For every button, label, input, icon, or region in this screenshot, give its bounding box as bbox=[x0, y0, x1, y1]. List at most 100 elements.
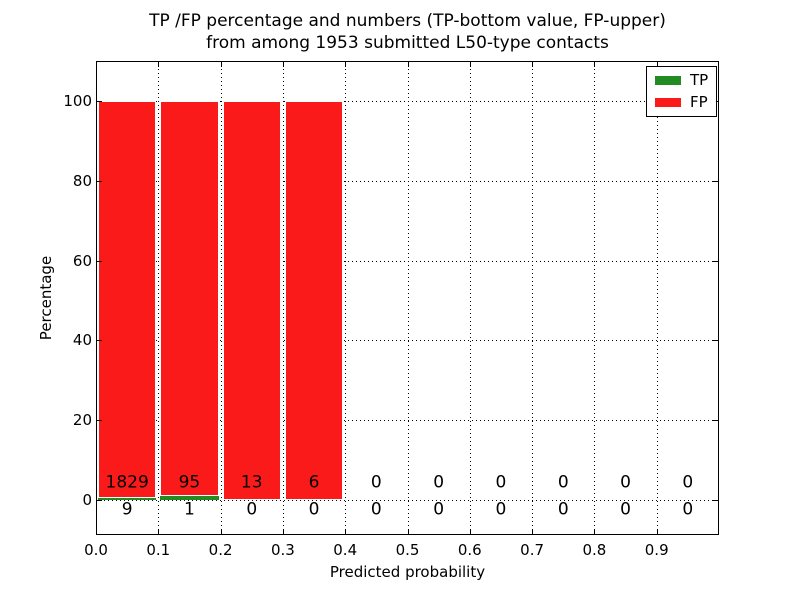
x-tick-label: 0.1 bbox=[146, 541, 171, 559]
bar-fp-segment bbox=[160, 100, 219, 496]
axis-tick-right bbox=[713, 420, 718, 422]
axis-tick-top bbox=[345, 62, 347, 67]
tp-count-label: 0 bbox=[308, 499, 320, 520]
axis-tick-bottom bbox=[594, 529, 596, 534]
chart-title-line2: from among 1953 submitted L50-type conta… bbox=[206, 33, 609, 53]
tp-legend-swatch bbox=[655, 76, 681, 85]
fp-count-label: 0 bbox=[620, 472, 631, 493]
fp-count-label: 6 bbox=[308, 472, 320, 493]
axis-tick-right bbox=[713, 260, 718, 262]
tp-count-label: 9 bbox=[121, 499, 133, 520]
axis-tick-left bbox=[97, 500, 102, 502]
axis-tick-bottom bbox=[407, 529, 409, 534]
x-tick-label: 0.8 bbox=[582, 541, 607, 559]
y-tick-label: 0 bbox=[82, 491, 92, 510]
x-tick-label: 0.0 bbox=[84, 541, 108, 559]
tp-count-label: 0 bbox=[495, 499, 507, 520]
axis-tick-bottom bbox=[532, 529, 534, 534]
axis-tick-bottom bbox=[220, 529, 222, 534]
axis-tick-top bbox=[96, 62, 97, 67]
x-tick-label: 0.2 bbox=[208, 541, 233, 559]
tp-legend-label: TP bbox=[690, 71, 709, 89]
gridline-vertical bbox=[158, 61, 160, 535]
legend-entry-tp: TP bbox=[655, 73, 708, 88]
x-tick-label: 0.6 bbox=[457, 541, 482, 559]
legend: TP FP bbox=[646, 66, 718, 117]
axis-tick-top bbox=[532, 62, 534, 67]
y-tick-label: 40 bbox=[72, 331, 92, 350]
axis-tick-top bbox=[158, 62, 160, 67]
y-tick-label: 100 bbox=[63, 91, 92, 110]
gridline-vertical bbox=[345, 61, 347, 535]
x-tick-label: 0.5 bbox=[395, 541, 420, 559]
tp-count-label: 0 bbox=[620, 499, 631, 520]
x-tick-label: 0.7 bbox=[520, 541, 545, 559]
axis-tick-right bbox=[713, 500, 718, 502]
x-tick-label: 0.4 bbox=[333, 541, 358, 559]
axis-tick-left bbox=[97, 340, 102, 342]
axis-tick-left bbox=[97, 180, 102, 182]
axis-tick-bottom bbox=[282, 529, 284, 534]
gridline-vertical bbox=[220, 61, 222, 535]
axis-tick-top bbox=[594, 62, 596, 67]
axis-tick-top bbox=[407, 62, 409, 67]
fp-count-label: 0 bbox=[495, 472, 507, 493]
fp-count-label: 0 bbox=[370, 472, 382, 493]
tp-count-label: 0 bbox=[682, 499, 694, 520]
fp-count-label: 0 bbox=[557, 472, 569, 493]
axis-tick-left bbox=[97, 420, 102, 422]
x-axis-label: Predicted probability bbox=[329, 563, 486, 581]
fp-legend-swatch bbox=[655, 98, 681, 107]
tp-count-label: 0 bbox=[433, 499, 445, 520]
gridline-vertical bbox=[469, 61, 471, 535]
chart-title-line1: TP /FP percentage and numbers (TP-bottom… bbox=[149, 11, 666, 31]
y-tick-label: 60 bbox=[72, 251, 92, 270]
gridline-vertical bbox=[407, 61, 409, 535]
tp-count-label: 0 bbox=[370, 499, 382, 520]
gridline-horizontal bbox=[96, 100, 719, 102]
gridline-horizontal bbox=[96, 500, 719, 502]
tp-count-label: 1 bbox=[184, 499, 195, 520]
axis-tick-right bbox=[713, 340, 718, 342]
gridline-horizontal bbox=[96, 180, 719, 182]
fp-count-label: 95 bbox=[178, 472, 201, 493]
gridline-vertical bbox=[282, 61, 284, 535]
y-tick-label: 80 bbox=[72, 171, 92, 190]
fp-count-label: 0 bbox=[682, 472, 694, 493]
axis-tick-bottom bbox=[656, 529, 658, 534]
fp-count-label: 0 bbox=[433, 472, 445, 493]
axis-tick-bottom bbox=[345, 529, 347, 534]
bar-fp-segment bbox=[222, 100, 281, 501]
axis-tick-top bbox=[469, 62, 471, 67]
legend-entry-fp: FP bbox=[655, 95, 708, 110]
axis-tick-left bbox=[97, 260, 102, 262]
axis-tick-right bbox=[713, 180, 718, 182]
axis-tick-bottom bbox=[469, 529, 471, 534]
axis-tick-bottom bbox=[96, 529, 97, 534]
axis-tick-bottom bbox=[158, 529, 160, 534]
bar-tp-segment bbox=[160, 495, 219, 501]
gridline-vertical bbox=[656, 61, 658, 535]
axis-tick-left bbox=[97, 100, 102, 102]
tp-count-label: 0 bbox=[557, 499, 569, 520]
fp-count-label: 1829 bbox=[105, 472, 149, 493]
fp-legend-label: FP bbox=[690, 93, 708, 111]
gridline-vertical bbox=[532, 61, 534, 535]
chart-title: TP /FP percentage and numbers (TP-bottom… bbox=[96, 10, 719, 54]
gridline-horizontal bbox=[96, 340, 719, 342]
y-tick-label: 20 bbox=[72, 411, 92, 430]
axis-tick-top bbox=[220, 62, 222, 67]
tp-count-label: 0 bbox=[246, 499, 258, 520]
bar-fp-segment bbox=[98, 100, 157, 499]
bar-tp-segment bbox=[98, 498, 157, 501]
gridline-vertical bbox=[594, 61, 596, 535]
fp-count-label: 13 bbox=[240, 472, 263, 493]
gridline-horizontal bbox=[96, 260, 719, 262]
axis-tick-top bbox=[282, 62, 284, 67]
axis-tick-top bbox=[656, 62, 658, 67]
bar-fp-segment bbox=[284, 100, 344, 501]
x-tick-label: 0.3 bbox=[270, 541, 295, 559]
gridline-horizontal bbox=[96, 420, 719, 422]
x-tick-label: 0.9 bbox=[644, 541, 669, 559]
